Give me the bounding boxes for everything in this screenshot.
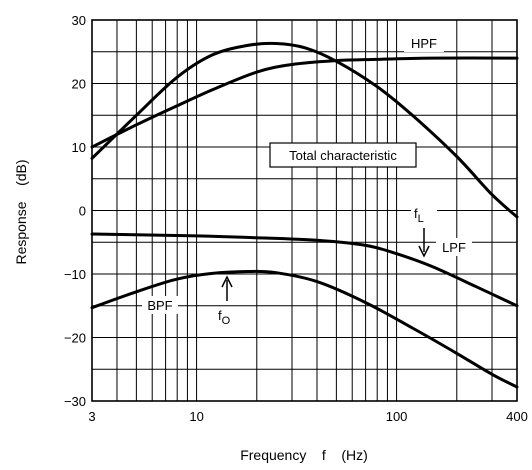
y-tick-label: −30: [64, 394, 86, 409]
fl-label: fL: [414, 206, 424, 225]
y-tick-label: 30: [72, 13, 86, 28]
fl-sub: L: [418, 213, 424, 225]
x-tick-label: 100: [386, 409, 408, 424]
fo-arrow-head: [221, 275, 233, 288]
fo-label: fO: [218, 308, 231, 327]
y-tick-label: 20: [72, 77, 86, 92]
fl-label-bg: [411, 204, 437, 222]
lpf-label: LPF: [442, 240, 466, 255]
series-line-lpf: [90, 232, 519, 308]
fl-main: f: [414, 206, 418, 221]
x-tick-label: 10: [189, 409, 203, 424]
x-tick-label: 3: [88, 409, 95, 424]
y-axis-title: Response (dB): [13, 159, 29, 264]
lpf-label-bg: [436, 238, 472, 256]
x-tick-label: 400: [506, 409, 528, 424]
bpf-label: BPF: [147, 298, 172, 313]
series-line-hpf: [90, 56, 519, 149]
x-axis-title: Frequency f (Hz): [240, 447, 368, 463]
y-tick-label: 0: [79, 204, 86, 219]
fl-arrow-head: [418, 245, 430, 258]
curves: [90, 41, 519, 389]
fo-main: f: [218, 308, 222, 323]
y-tick-label: −10: [64, 267, 86, 282]
series-line-bpf: [90, 269, 519, 389]
plot-frame: [91, 19, 518, 402]
fo-sub: O: [222, 315, 231, 327]
total-label: Total characteristic: [289, 148, 397, 163]
y-tick-label: −20: [64, 331, 86, 346]
total-label-box: [269, 142, 417, 168]
hpf-label: HPF: [411, 36, 437, 51]
grid: [92, 20, 517, 401]
series-line-total-characteristic: [90, 41, 519, 219]
bpf-label-bg: [142, 296, 178, 314]
hpf-label-bg: [404, 34, 444, 52]
y-tick-label: 10: [72, 140, 86, 155]
